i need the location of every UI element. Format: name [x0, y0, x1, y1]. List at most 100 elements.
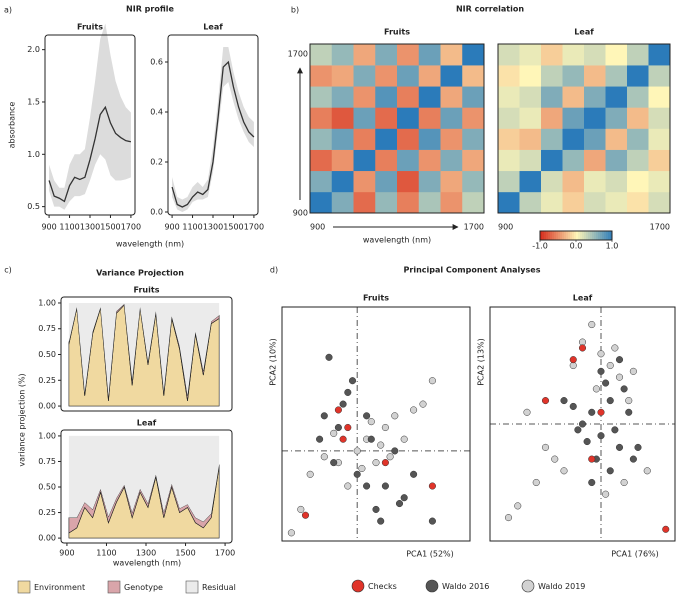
point	[606, 361, 614, 370]
heat-cell	[541, 107, 563, 129]
heat-cell	[605, 44, 628, 66]
heat-cell	[541, 170, 563, 193]
point	[588, 455, 596, 463]
heat-cell	[562, 107, 585, 129]
point	[391, 447, 399, 455]
panel-label: d)	[270, 266, 278, 275]
y-tick-label: 0.25	[38, 508, 56, 517]
heat-cell	[627, 86, 649, 108]
point	[620, 478, 628, 487]
colorbar-step	[548, 231, 551, 240]
subplot-title: Leaf	[203, 23, 223, 32]
colorbar-step	[558, 231, 561, 240]
point	[410, 470, 418, 478]
heat-cell	[648, 86, 671, 108]
x-tick-label: 1300	[136, 549, 156, 558]
heat-cell	[397, 65, 420, 87]
heat-cell	[519, 44, 542, 66]
panel-label: a)	[4, 6, 12, 15]
heat-cell	[397, 149, 420, 172]
heat-cell	[562, 170, 585, 193]
heat-cell	[498, 191, 520, 214]
heat-cell	[331, 128, 354, 150]
heat-cell	[331, 170, 354, 193]
heat-cell	[331, 65, 354, 87]
heat-cell	[462, 44, 485, 66]
heat-cell	[627, 107, 649, 129]
x-tick-label: 1100	[59, 223, 79, 232]
heat-cell	[584, 65, 606, 87]
legend-label: Waldo 2019	[538, 582, 585, 591]
heat-cell	[310, 128, 333, 150]
panel-title: NIR profile	[126, 5, 174, 14]
panel-title: NIR correlation	[456, 5, 524, 14]
point	[377, 517, 385, 525]
y-tick-label: 0.50	[38, 350, 56, 359]
point	[381, 482, 389, 490]
point	[523, 408, 531, 416]
legend-label: Residual	[202, 583, 236, 592]
point	[358, 464, 366, 473]
point	[514, 502, 522, 510]
heat-cell	[562, 65, 585, 87]
point	[353, 470, 361, 478]
heat-cell	[627, 128, 649, 150]
colorbar-step	[542, 231, 545, 240]
point	[541, 397, 550, 405]
heat-cell	[353, 170, 376, 193]
subplot-title: Leaf	[137, 419, 157, 428]
point	[419, 400, 427, 408]
colorbar-step	[570, 231, 573, 240]
x-axis-label: wavelength (nm)	[116, 240, 184, 249]
x-axis-label: wavelength (nm)	[363, 236, 431, 245]
colorbar-step	[568, 231, 571, 240]
colorbar-step	[554, 231, 557, 240]
point	[339, 400, 347, 408]
point	[428, 377, 436, 385]
legend-label: Environment	[34, 583, 85, 592]
colorbar-step	[598, 231, 601, 240]
heat-cell	[331, 149, 354, 172]
heat-cell	[418, 86, 441, 108]
heat-cell	[397, 170, 420, 193]
colorbar-step	[592, 231, 595, 240]
point	[532, 478, 540, 487]
point	[367, 435, 375, 443]
point	[597, 408, 605, 416]
colorbar-step	[588, 231, 591, 240]
colorbar-step	[562, 231, 565, 240]
point	[325, 353, 333, 361]
heat-cell	[562, 44, 585, 66]
colorbar-step	[606, 231, 609, 240]
heat-cell	[519, 65, 542, 87]
point	[541, 443, 550, 451]
x-tick-label: 1100	[96, 549, 116, 558]
heat-cell	[331, 107, 354, 129]
heat-cell	[584, 191, 606, 214]
subplot-title: Leaf	[573, 294, 593, 303]
point	[597, 432, 605, 440]
y-tick-label: 0.00	[38, 402, 56, 411]
colorbar-step	[566, 231, 569, 240]
heat-cell	[498, 44, 520, 66]
heat-cell	[440, 107, 463, 129]
point	[662, 525, 670, 533]
y-tick-label: 0.0	[150, 208, 163, 217]
point	[634, 443, 642, 451]
heat-cell	[519, 191, 542, 214]
heat-cell	[331, 86, 354, 108]
point	[569, 402, 577, 411]
heat-cell	[440, 128, 463, 150]
plot-frame	[44, 34, 136, 216]
colorbar-step	[544, 231, 547, 240]
point	[629, 367, 637, 375]
point	[363, 412, 371, 420]
subplot-title: Leaf	[574, 28, 594, 37]
heat-cell	[353, 44, 376, 66]
heat-cell	[584, 128, 606, 150]
heat-cell	[519, 107, 542, 129]
heat-cell	[310, 86, 333, 108]
legend-swatch	[107, 580, 121, 594]
x-tick-label: 1500	[175, 549, 195, 558]
point	[400, 435, 408, 443]
